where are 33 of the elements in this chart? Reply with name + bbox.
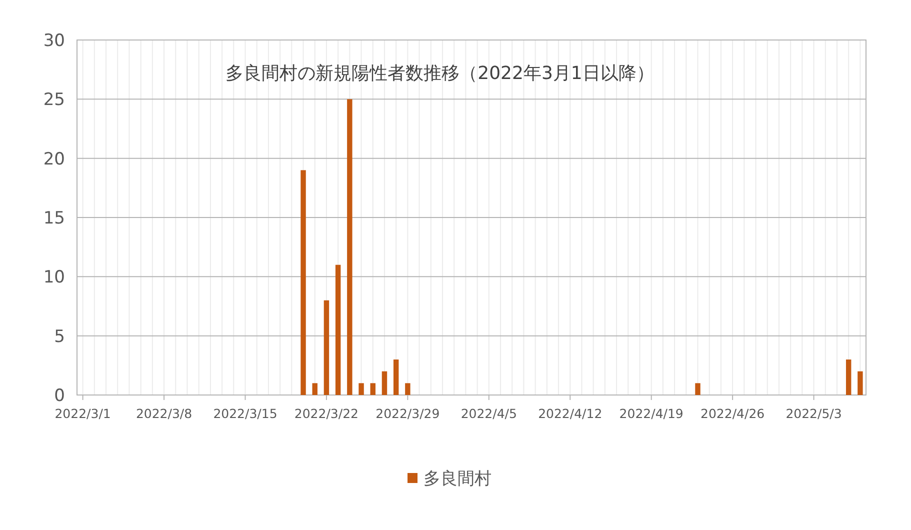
legend-label: 多良間村 [424, 469, 492, 489]
y-tick-label: 30 [43, 31, 65, 51]
y-tick-label: 15 [43, 208, 65, 228]
bar [300, 170, 306, 395]
x-tick-label: 2022/3/15 [213, 406, 278, 421]
x-tick-label: 2022/3/1 [54, 406, 111, 421]
x-tick-label: 2022/4/12 [538, 406, 602, 421]
bar [358, 383, 364, 395]
y-tick-label: 20 [43, 149, 65, 170]
y-tick-label: 0 [54, 386, 65, 406]
text: 多良間村の新規陽性者数推移（2022年3月1日以降） [226, 63, 654, 84]
x-tick-label: 2022/4/19 [619, 406, 684, 421]
y-tick-label: 5 [54, 326, 65, 347]
bar [858, 371, 863, 395]
x-tick-label: 2022/4/26 [700, 406, 765, 421]
y-tick-label: 10 [43, 268, 65, 288]
bar [324, 300, 330, 395]
legend: 多良間村 [408, 469, 492, 489]
bar [393, 360, 399, 395]
bar [335, 264, 341, 395]
x-tick-label: 2022/3/29 [376, 406, 440, 421]
bar [382, 371, 388, 395]
bar [695, 383, 700, 395]
bar [846, 360, 852, 395]
x-tick-label: 2022/3/8 [136, 406, 192, 421]
bar [312, 383, 318, 395]
y-tick-label: 25 [43, 90, 65, 110]
bar [347, 99, 352, 395]
bar [405, 383, 410, 395]
x-tick-label: 2022/3/22 [294, 406, 359, 421]
x-tick-label: 2022/4/5 [460, 406, 517, 421]
bar [370, 383, 376, 395]
x-tick-label: 2022/5/3 [786, 406, 842, 421]
